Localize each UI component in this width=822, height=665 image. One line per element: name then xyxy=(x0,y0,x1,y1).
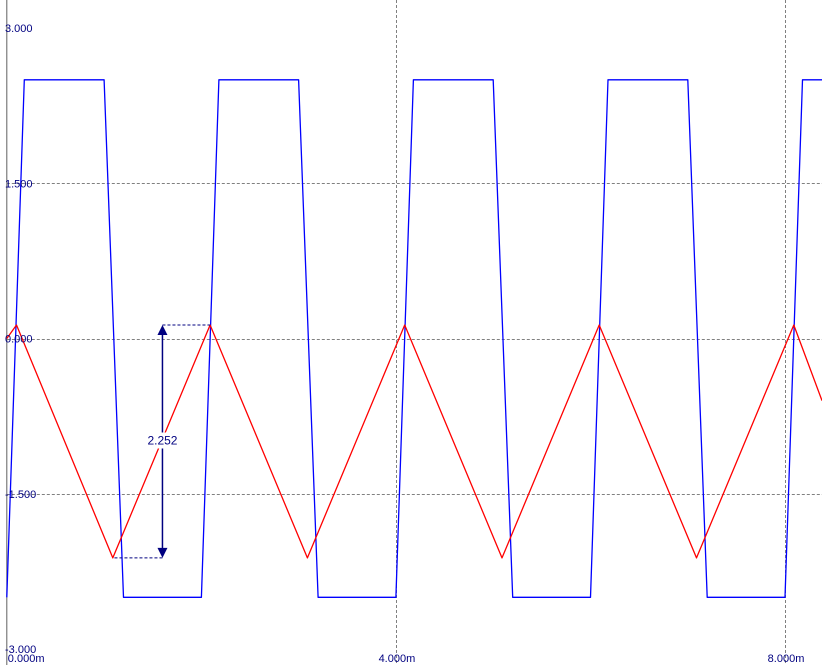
plot-series xyxy=(6,79,822,598)
grid-lines xyxy=(6,0,822,665)
annotation-label-bg xyxy=(145,432,180,449)
annotation-arrow-head-down xyxy=(157,547,168,558)
y-tick-label: 0.000 xyxy=(5,334,33,346)
x-tick-label: 4.000m xyxy=(379,653,416,665)
annotation-label: 2.252 xyxy=(147,433,177,447)
x-tick-label: 8.000m xyxy=(768,653,805,665)
y-tick-label: -3.000 xyxy=(5,644,36,656)
series-triangle-wave xyxy=(6,324,822,559)
y-tick-label: 3.000 xyxy=(5,23,33,35)
annotation-arrow-head-up xyxy=(157,325,168,336)
measurement-annotation: 2.252 xyxy=(112,324,211,559)
series-square-wave xyxy=(6,79,822,598)
x-tick-label: 0.000m xyxy=(8,653,45,665)
y-tick-label: 1.500 xyxy=(5,178,33,190)
y-tick-label: -1.500 xyxy=(5,489,36,501)
